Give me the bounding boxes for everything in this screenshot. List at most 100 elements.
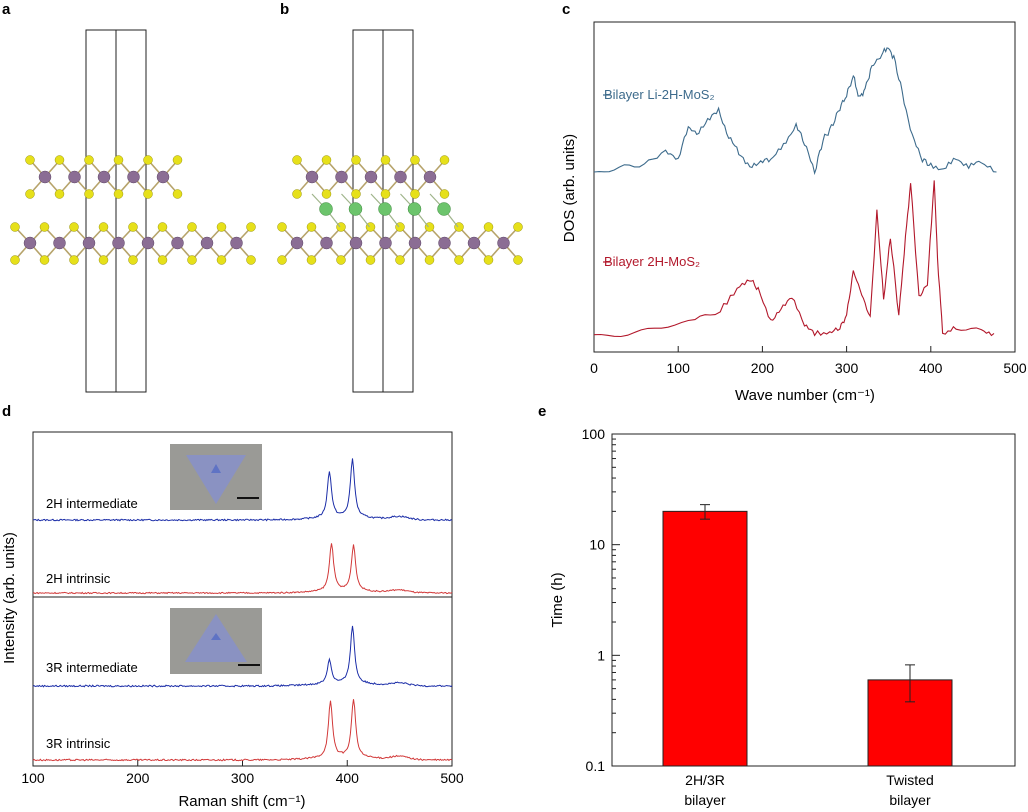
s-atom: [216, 255, 227, 265]
s-atom: [69, 222, 79, 232]
x-tick-label: 500: [1003, 360, 1027, 376]
li-atom: [348, 202, 363, 216]
x-tick-label: 400: [336, 770, 360, 786]
s-atom: [39, 222, 50, 232]
y-tick-label: 1: [597, 647, 605, 663]
s-atom: [84, 189, 94, 199]
category-label-twisted-line2: bilayer: [889, 792, 931, 808]
li-atom: [437, 202, 451, 216]
mo-atom: [438, 236, 451, 250]
s-atom: [84, 155, 94, 165]
li-atom: [378, 202, 392, 216]
y-tick-label: 10: [589, 537, 605, 553]
s-atom: [187, 222, 197, 232]
s-atom: [321, 189, 332, 199]
x-axis-ticks: 0 100 200 300 400 500: [590, 346, 1027, 376]
s-atom: [10, 222, 20, 232]
x-tick-label: 0: [590, 360, 598, 376]
s-atom: [113, 189, 124, 199]
dos-line-li-2h: [593, 47, 997, 176]
mo-atom: [68, 170, 81, 184]
s-atom: [98, 222, 109, 232]
mo-atom: [23, 236, 37, 250]
s-atom: [157, 222, 168, 232]
spectrum-label-3r-intrinsic: 3R intrinsic: [46, 736, 111, 751]
s-atom: [365, 255, 376, 265]
x-tick-label: 500: [440, 770, 464, 786]
s-atom: [424, 255, 435, 265]
x-tick-label: 300: [231, 770, 255, 786]
s-atom: [395, 255, 405, 265]
s-atom: [513, 222, 523, 232]
x-axis-ticks: 100 200 300 400 500: [21, 760, 464, 786]
s-atom: [54, 155, 65, 165]
mo-atom: [379, 236, 392, 250]
s-atom: [513, 255, 523, 265]
s-atom: [483, 222, 494, 232]
panel-label-a: a: [2, 1, 11, 18]
panel-label-d: d: [2, 403, 11, 420]
mo-atom: [408, 236, 422, 250]
y-tick-label: 0.1: [586, 758, 606, 774]
mo-atom: [230, 236, 243, 250]
inset-image-2h: [170, 444, 262, 510]
raman-spectrum-2: [32, 543, 453, 595]
mo-atom: [53, 236, 66, 250]
spectrum-label-2h-intrinsic: 2H intrinsic: [46, 571, 111, 586]
s-atom: [321, 155, 332, 165]
category-label-2h3r-line1: 2H/3R: [685, 772, 725, 788]
s-atom: [483, 255, 494, 265]
s-atom: [113, 155, 124, 165]
legend-label-2h: Bilayer 2H-MoS₂: [604, 254, 700, 269]
mo-atom: [394, 170, 407, 184]
s-atom: [187, 255, 197, 265]
x-axis-label: Raman shift (cm⁻¹): [178, 793, 305, 810]
panel-c-dos-chart: 0 100 200 300 400 500 Wave number (cm⁻¹) DOS …: [561, 21, 1027, 404]
triangle-center: [211, 633, 221, 640]
mo-atom: [127, 170, 140, 184]
inset-image-3r: [170, 608, 262, 674]
x-tick-label: 300: [835, 360, 859, 376]
mo-atom: [335, 170, 348, 184]
s-atom: [69, 255, 79, 265]
plot-frame: [611, 433, 1016, 767]
mo-atom: [497, 236, 510, 250]
s-atom: [439, 155, 450, 165]
mo-atom: [467, 236, 481, 250]
x-tick-label: 100: [21, 770, 45, 786]
s-atom: [157, 255, 168, 265]
mo-atom: [171, 236, 184, 250]
y-tick-label: 100: [582, 426, 606, 442]
mo-atom: [423, 170, 437, 184]
spectrum-label-2h-intermediate: 2H intermediate: [46, 496, 138, 511]
mo-atom: [290, 236, 304, 250]
s-atom: [25, 189, 35, 199]
s-atom: [380, 155, 391, 165]
x-tick-label: 200: [751, 360, 775, 376]
mo-atom: [349, 236, 363, 250]
mo-atom: [200, 236, 214, 250]
mo-atom: [141, 236, 155, 250]
s-atom: [439, 189, 450, 199]
raman-spectrum-1: [32, 458, 453, 522]
s-atom: [292, 155, 302, 165]
panel-d-raman-chart: 100 200 300 400 500 Raman shift (cm⁻¹) Inten…: [1, 431, 464, 810]
s-atom: [98, 255, 109, 265]
s-atom: [128, 255, 138, 265]
s-atom: [143, 155, 153, 165]
s-atom: [454, 255, 464, 265]
s-atom: [306, 255, 317, 265]
mo-atom: [38, 170, 52, 184]
bar-1: [662, 510, 748, 767]
s-atom: [336, 255, 346, 265]
x-tick-label: 200: [126, 770, 150, 786]
s-atom: [246, 222, 256, 232]
x-axis-label: Wave number (cm⁻¹): [735, 387, 875, 404]
s-atom: [306, 222, 317, 232]
mo-atom: [156, 170, 170, 184]
li-atom: [319, 202, 333, 216]
mo-atom: [305, 170, 319, 184]
s-atom: [351, 155, 361, 165]
atom-group: [10, 155, 256, 265]
